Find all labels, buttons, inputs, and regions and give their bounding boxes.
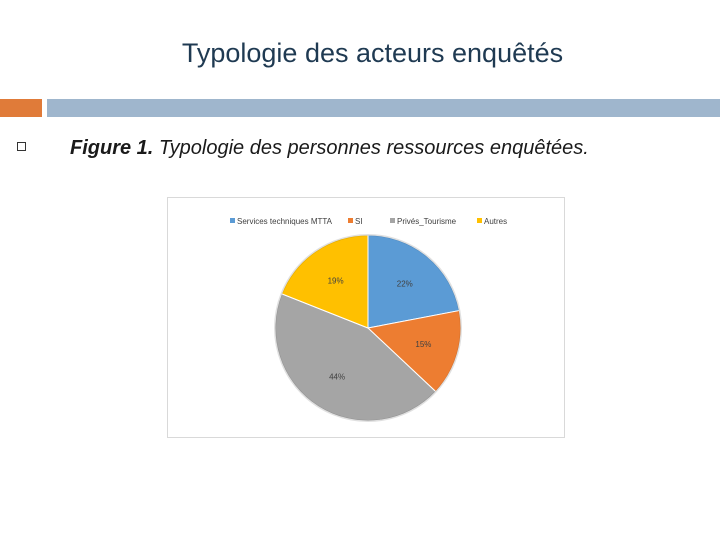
data-label-services-techniques-mtta: 22%	[397, 280, 413, 289]
figure-caption-text: Typologie des personnes ressources enquê…	[153, 137, 589, 159]
data-label-si: 15%	[415, 340, 431, 349]
legend-label-priv-s-tourisme: Privés_Tourisme	[397, 217, 457, 226]
slide-title: Typologie des acteurs enquêtés	[181, 38, 564, 68]
legend-swatch-priv-s-tourisme	[390, 218, 395, 223]
pie-slice-si	[366, 309, 462, 393]
accent-bar-left	[0, 99, 42, 117]
accent-bar-right	[47, 99, 720, 117]
figure-caption-prefix: Figure 1.	[70, 137, 154, 159]
chart-legend: Services techniques MTTA SI Privés_Tourism…	[230, 217, 507, 226]
data-label-autres: 19%	[328, 276, 344, 285]
legend-swatch-si	[348, 218, 353, 223]
data-label-priv-s-tourisme: 44%	[329, 373, 345, 382]
pie-slice-services-techniques-mtta	[367, 234, 460, 329]
legend-label-si: SI	[355, 217, 363, 226]
pie-slices	[274, 234, 462, 422]
pie-chart-svg: Services techniques MTTA SI Privés_Tourism…	[230, 217, 507, 422]
legend-swatch-autres	[477, 218, 482, 223]
legend-label-services-techniques-mtta: Services techniques MTTA	[237, 217, 333, 226]
legend-label-autres: Autres	[484, 217, 507, 226]
pie-slice-autres	[280, 234, 369, 329]
square-bullet-icon	[17, 142, 26, 151]
legend-swatch-services-techniques-mtta	[230, 218, 235, 223]
pie-chart: Services techniques MTTA SI Privés_Tourism…	[167, 197, 565, 438]
pie-outline	[274, 234, 462, 422]
pie-data-labels: 22% 15% 44% 19%	[328, 276, 432, 381]
figure-caption: Figure 1. Typologie des personnes ressou…	[70, 134, 630, 162]
pie-slice-priv-s-tourisme	[274, 293, 437, 422]
